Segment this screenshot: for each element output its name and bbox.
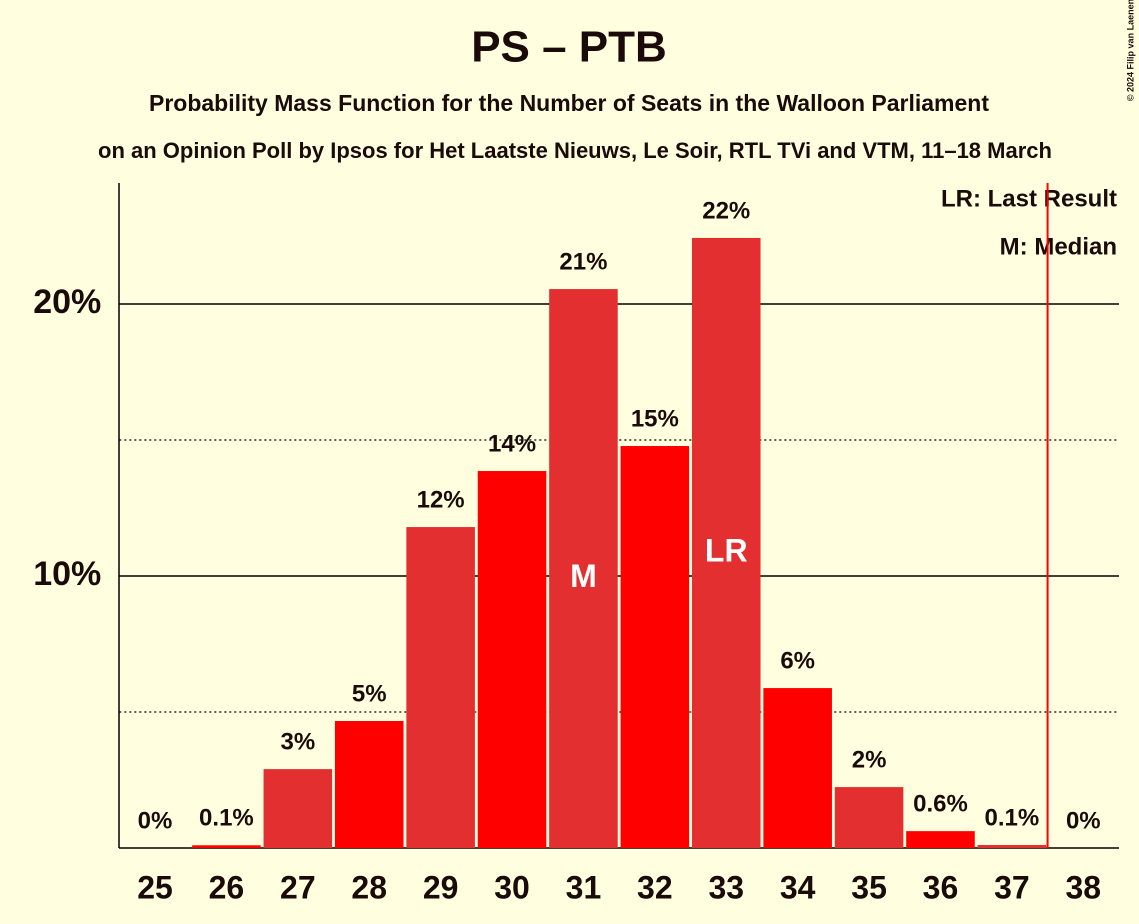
bar [691,237,761,849]
chart-subtitle: Probability Mass Function for the Number… [149,90,989,116]
x-tick-label: 32 [637,869,673,905]
bar-marker: M [570,558,597,594]
bar-marker: LR [705,532,748,568]
x-tick-label: 38 [1065,869,1101,905]
bar [906,831,975,848]
y-tick-label: 20% [33,283,101,321]
value-label: 21% [559,248,607,275]
x-tick-label: 29 [423,869,459,905]
x-tick-label: 31 [566,869,602,905]
chart-subtitle-2: on an Opinion Poll by Ipsos for Het Laat… [98,138,1052,163]
x-tick-label: 37 [994,869,1030,905]
legend-entry: M: Median [1000,233,1117,260]
bar [477,471,547,848]
bar [192,845,261,848]
x-tick-label: 27 [280,869,316,905]
value-label: 0% [1066,807,1101,834]
value-label: 22% [702,197,750,224]
bar [549,289,618,848]
bar [620,446,690,848]
value-label: 5% [352,680,387,707]
bar [977,845,1047,848]
value-label: 0.1% [985,804,1040,831]
legend-entry: LR: Last Result [941,185,1117,212]
x-tick-label: 34 [780,869,816,905]
value-label: 15% [631,405,679,432]
value-label: 3% [280,728,315,755]
x-tick-label: 26 [209,869,245,905]
value-label: 0.6% [913,790,968,817]
x-tick-label: 30 [494,869,530,905]
value-label: 14% [488,430,536,457]
y-tick-label: 10% [33,555,101,593]
x-tick-label: 25 [137,869,173,905]
x-tick-label: 28 [351,869,387,905]
value-label: 0% [138,807,173,834]
value-label: 0.1% [199,805,254,832]
bar [263,769,333,848]
x-tick-label: 33 [708,869,744,905]
bar [834,787,904,848]
bar [334,720,404,848]
x-tick-label: 35 [851,869,887,905]
bar [406,527,475,848]
value-label: 12% [417,486,465,513]
bar [763,688,832,848]
value-label: 2% [852,746,887,773]
credit: © 2024 Filip van Laenen [1125,0,1135,101]
chart-title: PS – PTB [471,23,667,72]
value-label: 6% [780,647,815,674]
x-tick-label: 36 [923,869,959,905]
